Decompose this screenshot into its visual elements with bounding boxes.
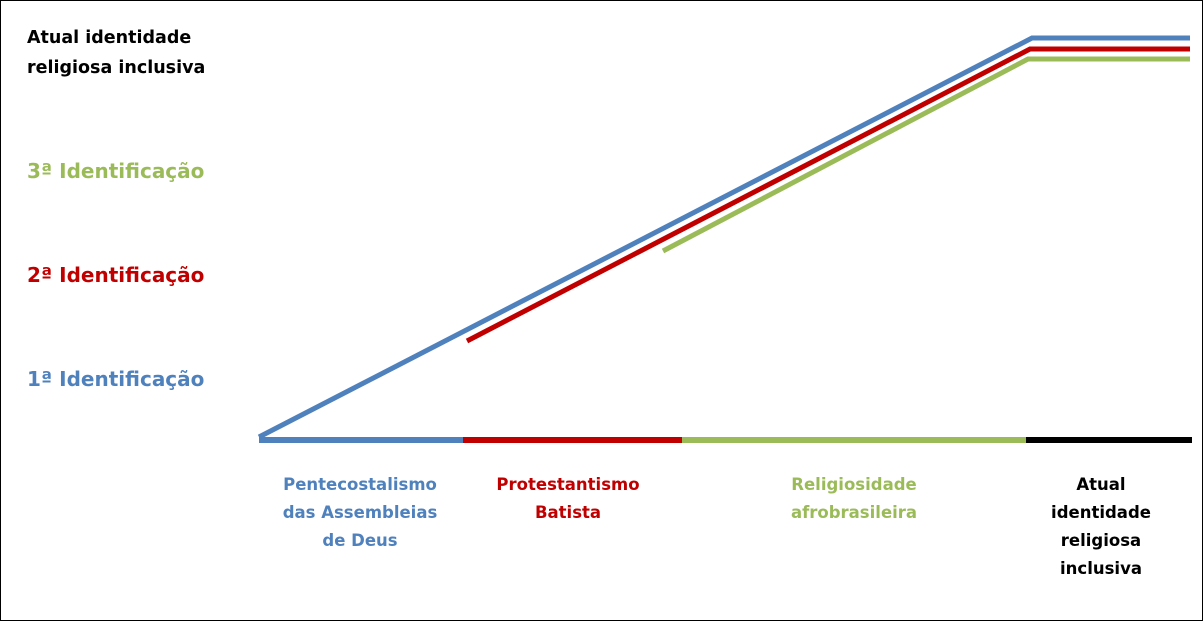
stage-label-afrobrazilian: Religiosidade afrobrasileira [761,471,947,527]
stage-label-line: de Deus [322,531,398,550]
stage-label-line: Protestantismo [496,475,640,494]
level-label-first: 1ª Identificação [27,367,205,391]
trajectory-line-red [465,46,1190,344]
stage-label-line: Religiosidade [791,475,917,494]
stage-label-line: Pentecostalismo [283,475,437,494]
level-label-line: Atual identidade [27,28,192,48]
level-label-line: religiosa inclusiva [27,58,206,78]
stage-label-line: inclusiva [1060,559,1142,578]
trajectory-line-blue [257,35,1190,440]
stage-label-line: Batista [534,503,602,522]
stage-label-current: Atual identidade religiosa inclusiva [1031,471,1171,583]
stage-label-line: identidade [1051,503,1151,522]
level-label-second: 2ª Identificação [27,263,205,287]
stage-label-protestantism: Protestantismo Batista [475,471,661,527]
stage-label-line: religiosa [1060,531,1142,550]
stage-label-line: das Assembleias [282,503,438,522]
stage-label-pentecostalism: Pentecostalismo das Assembleias de Deus [267,471,453,555]
stage-label-line: Atual [1076,475,1126,494]
stage-label-line: afrobrasileira [790,503,918,522]
level-label-third: 3ª Identificação [27,159,205,183]
trajectory-line-green [661,56,1190,254]
level-label-current-identity: Atual identidade religiosa inclusiva [27,23,205,83]
